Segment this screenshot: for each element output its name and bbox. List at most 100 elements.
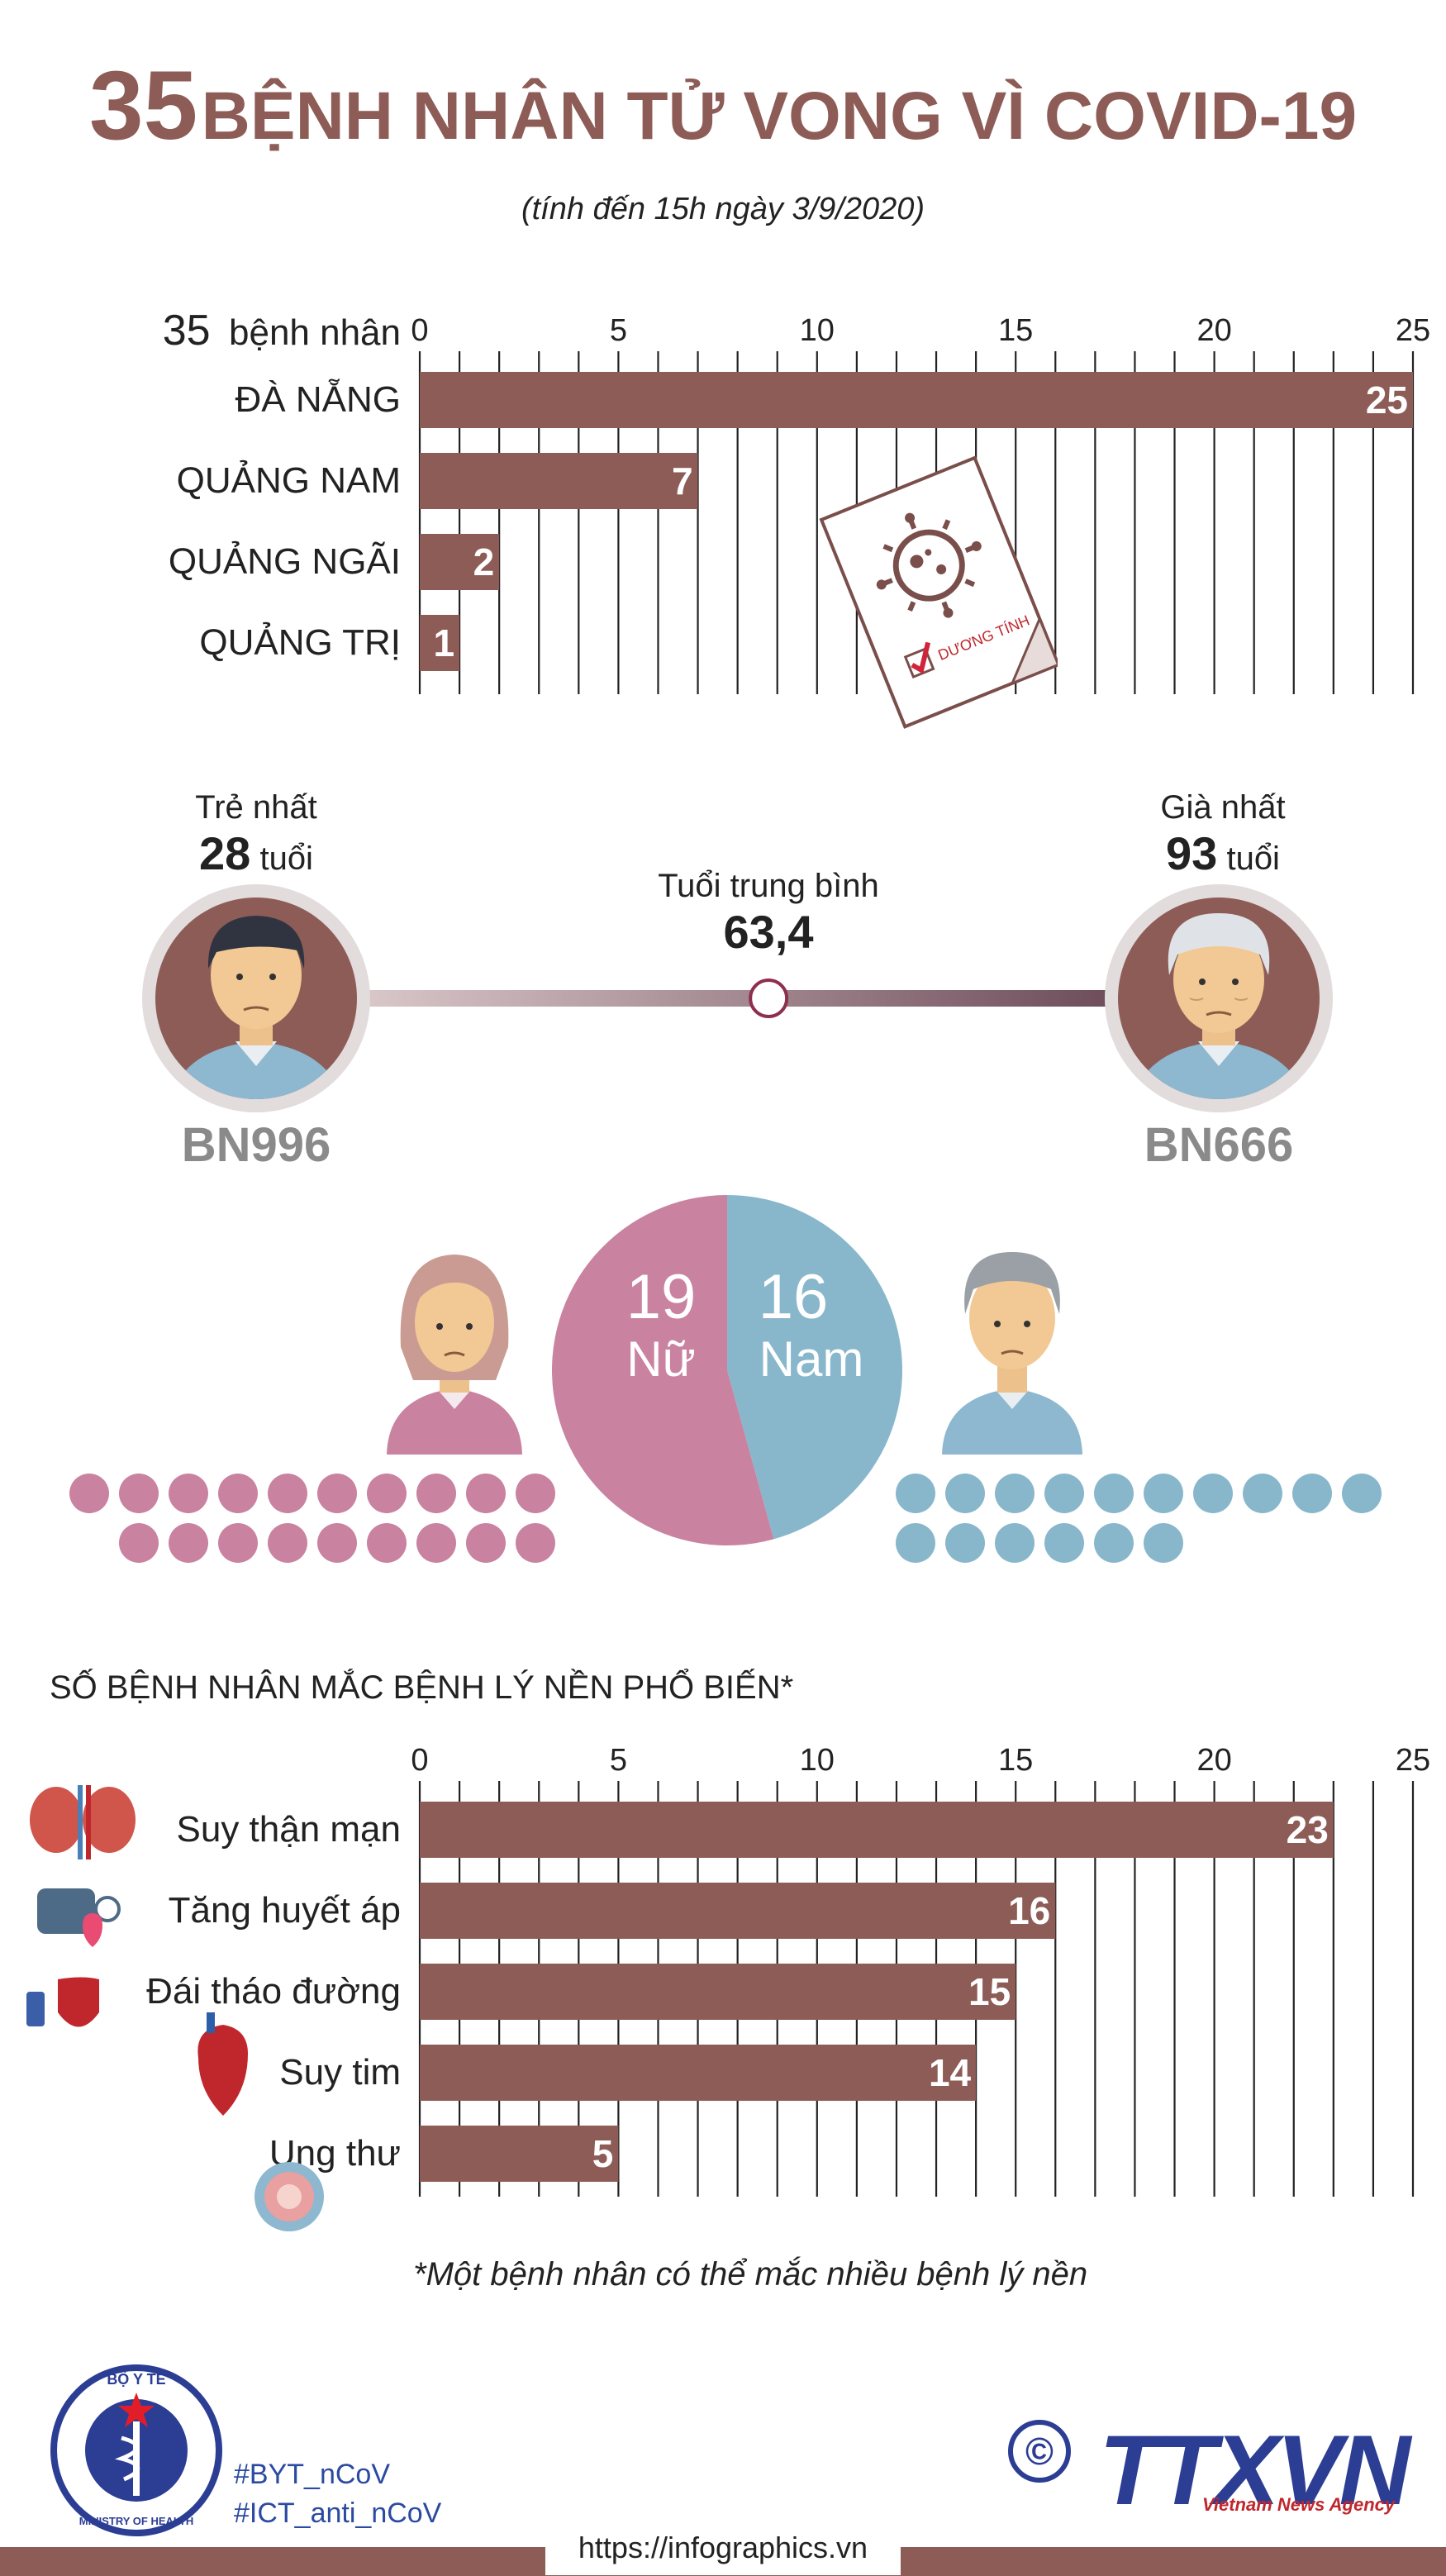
- male-patient-dot: [995, 1523, 1035, 1563]
- bar-value-label: 1: [433, 621, 454, 664]
- young-man-avatar: [142, 884, 370, 1112]
- oldest-label: Già nhất: [1160, 789, 1286, 826]
- bar-value-label: 14: [929, 2051, 972, 2094]
- female-patient-dot: [367, 1474, 407, 1513]
- footer-url-link[interactable]: https://infographics.vn: [545, 2521, 901, 2575]
- woman-illustration: [387, 1255, 522, 1455]
- x-tick-label: 0: [411, 313, 428, 348]
- age-range-bar: [364, 990, 1107, 1007]
- chart1-title-text: bệnh nhân: [229, 312, 401, 353]
- category-label: QUẢNG NGÃI: [169, 540, 401, 582]
- pie-slice-female: [551, 1195, 774, 1545]
- x-tick-label: 0: [411, 1743, 428, 1778]
- cancer-cell-icon: [254, 2162, 324, 2231]
- oldest-caption: Già nhất 93 tuổi: [1099, 789, 1347, 880]
- female-patient-dot: [69, 1474, 109, 1513]
- hashtag-byt[interactable]: #BYT_nCoV: [234, 2459, 390, 2490]
- kidney-icon: [30, 1785, 136, 1859]
- x-tick-label: 10: [800, 1743, 835, 1778]
- bar-value-label: 5: [592, 2132, 614, 2175]
- female-patient-dot: [367, 1523, 407, 1563]
- chart1-title: 35 bệnh nhân: [163, 307, 401, 355]
- x-tick-label: 20: [1196, 1743, 1231, 1778]
- bar-value-label: 15: [968, 1970, 1011, 2013]
- oldest-patient-id: BN666: [1144, 1118, 1294, 1172]
- male-label: Nam: [759, 1331, 864, 1387]
- female-patient-dot: [218, 1523, 258, 1563]
- category-label: QUẢNG NAM: [177, 459, 401, 501]
- female-patient-dot: [416, 1523, 456, 1563]
- male-patient-dot: [1144, 1474, 1183, 1513]
- female-patient-dot: [317, 1474, 357, 1513]
- male-patient-dot: [896, 1474, 935, 1513]
- female-patient-dot: [466, 1474, 506, 1513]
- age-range-graphic: [142, 884, 1333, 1112]
- male-patient-dot: [1144, 1523, 1183, 1563]
- category-label: Suy thận mạn: [177, 1809, 402, 1850]
- male-patient-dot: [995, 1474, 1035, 1513]
- youngest-age: 28: [199, 827, 251, 879]
- male-patient-dot: [1193, 1474, 1233, 1513]
- male-patient-dot: [1094, 1523, 1134, 1563]
- hashtag-ict[interactable]: #ICT_anti_nCoV: [234, 2497, 442, 2529]
- youngest-caption: Trẻ nhất 28 tuổi: [132, 789, 380, 880]
- female-patient-dot: [268, 1474, 307, 1513]
- average-age: 63,4: [723, 906, 814, 958]
- man-illustration: [942, 1252, 1082, 1455]
- male-patient-dot: [1094, 1474, 1134, 1513]
- x-tick-label: 25: [1396, 1743, 1430, 1778]
- bar: [420, 372, 1413, 428]
- male-patient-dot: [945, 1523, 985, 1563]
- bar-value-label: 25: [1366, 379, 1408, 421]
- comorbidity-chart: 0 5 10 15 20 25 Suy thận mạn 23 Tăng huyết áp 16…: [26, 1743, 1430, 2231]
- province-deaths-chart: 35 bệnh nhân 0 5 10 15 20 25 ĐÀ NẴNG 25 QUẢNG N…: [163, 307, 1430, 694]
- heart-icon: [197, 2012, 248, 2116]
- bar: [420, 2045, 977, 2101]
- bar-value-label: 23: [1287, 1808, 1329, 1851]
- copyright-icon: ©: [1008, 2420, 1071, 2483]
- title-number: 35: [88, 51, 198, 160]
- title-text: BỆNH NHÂN TỬ VONG VÌ COVID-19: [201, 79, 1358, 154]
- female-patient-dot: [516, 1523, 555, 1563]
- agency-subtitle: Vietnam News Agency: [1202, 2494, 1396, 2515]
- bar: [420, 615, 460, 671]
- male-patient-dot: [1243, 1474, 1282, 1513]
- bar: [420, 1964, 1016, 2020]
- male-count: 16: [759, 1262, 829, 1332]
- average-caption: Tuổi trung bình 63,4: [562, 868, 975, 959]
- female-patient-dot: [268, 1523, 307, 1563]
- female-patient-dot: [119, 1474, 159, 1513]
- ministry-name-en: MINISTRY OF HEALTH: [79, 2515, 193, 2527]
- average-label: Tuổi trung bình: [658, 868, 879, 904]
- male-patient-dot: [1044, 1474, 1084, 1513]
- pie-slice-male: [727, 1195, 902, 1540]
- category-label: ĐÀ NẴNG: [235, 379, 401, 420]
- bar-value-label: 16: [1008, 1889, 1050, 1932]
- bar-value-label: 7: [672, 459, 693, 502]
- blood-pressure-icon: [37, 1888, 121, 1947]
- female-label: Nữ: [626, 1331, 696, 1387]
- x-tick-label: 15: [998, 1743, 1033, 1778]
- male-patient-dot: [1292, 1474, 1332, 1513]
- female-patient-dot: [416, 1474, 456, 1513]
- oldest-unit: tuổi: [1226, 840, 1280, 877]
- male-patient-dot: [896, 1523, 935, 1563]
- female-patient-dot: [317, 1523, 357, 1563]
- male-patient-dot: [1342, 1474, 1382, 1513]
- female-patient-dot: [119, 1523, 159, 1563]
- x-tick-label: 5: [610, 313, 627, 348]
- category-label: QUẢNG TRỊ: [199, 621, 401, 663]
- female-patient-dot: [169, 1474, 208, 1513]
- x-tick-label: 5: [610, 1743, 627, 1778]
- x-tick-label: 10: [800, 313, 835, 348]
- male-patient-dot: [945, 1474, 985, 1513]
- oldest-age: 93: [1166, 827, 1218, 879]
- x-tick-label: 15: [998, 313, 1033, 348]
- bar: [420, 534, 500, 590]
- footnote: *Một bệnh nhân có thể mắc nhiều bệnh lý …: [413, 2256, 1088, 2293]
- x-tick-label: 20: [1196, 313, 1231, 348]
- bar: [420, 453, 698, 509]
- bar: [420, 2126, 619, 2182]
- page-title: 35 BỆNH NHÂN TỬ VONG VÌ COVID-19: [0, 50, 1446, 162]
